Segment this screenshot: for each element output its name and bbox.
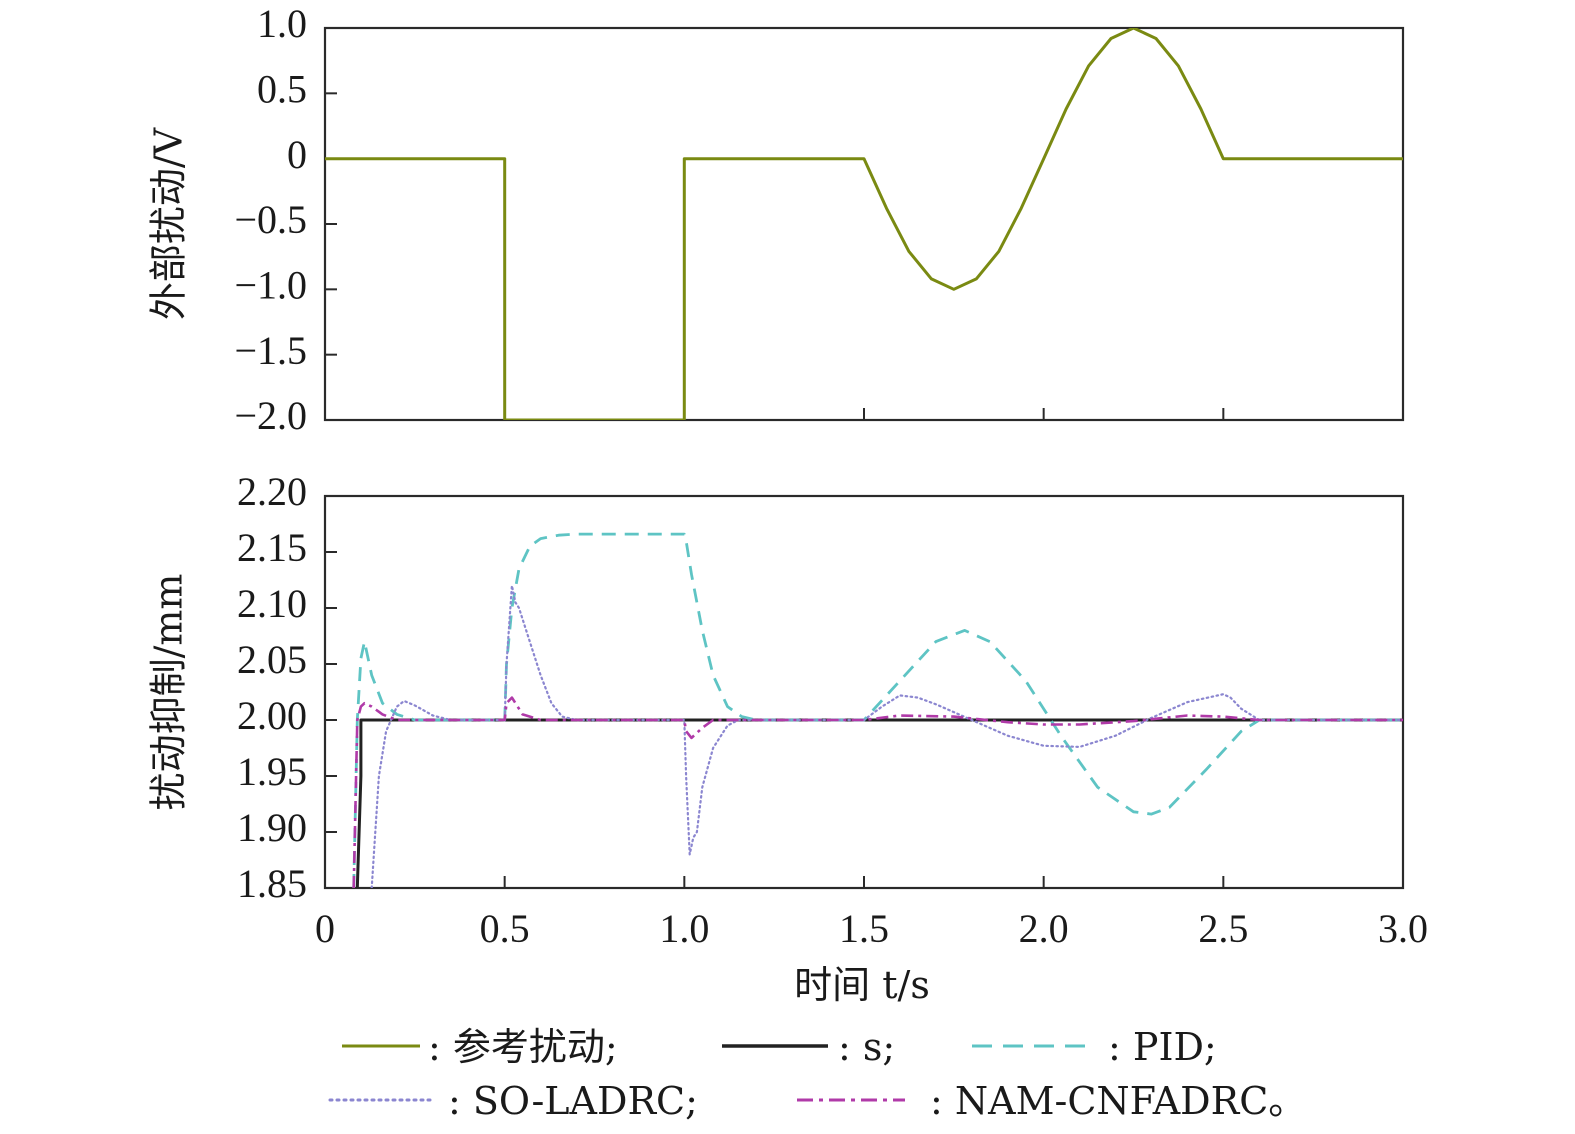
y-tick-label: −1.0 xyxy=(234,263,307,308)
bottom-y-ticks: 2.20 2.15 2.10 2.05 2.00 1.95 1.90 1.85 xyxy=(237,469,337,906)
legend-label-s: : s; xyxy=(838,1025,895,1069)
y-tick-label: 2.10 xyxy=(237,581,307,626)
y-tick-label: 0.5 xyxy=(257,67,307,112)
y-tick-label: −1.5 xyxy=(234,328,307,373)
bottom-series-layer xyxy=(352,532,1403,888)
series--disturbance xyxy=(325,28,1403,420)
series-nam-cnfadrc-line xyxy=(352,696,1403,888)
x-tick-label: 1.0 xyxy=(659,906,709,951)
x-tick-label: 3.0 xyxy=(1378,906,1428,951)
y-tick-label: 1.90 xyxy=(237,805,307,850)
top-plot-frame xyxy=(323,26,1405,422)
bottom-y-axis-title: 扰动抑制/mm xyxy=(147,574,191,811)
y-tick-label: 1.95 xyxy=(237,749,307,794)
top-y-ticks: 1.0 0.5 0 −0.5 −1.0 −1.5 −2.0 xyxy=(234,1,337,438)
y-tick-label: 1.85 xyxy=(237,861,307,906)
legend-label-so-ladrc: : SO-LADRC; xyxy=(448,1079,698,1123)
legend-label-pid: : PID; xyxy=(1108,1025,1217,1069)
x-tick-label: 0.5 xyxy=(480,906,530,951)
y-tick-label: 2.20 xyxy=(237,469,307,514)
y-tick-label: 2.15 xyxy=(237,525,307,570)
y-tick-label: 0 xyxy=(287,132,307,177)
legend-label-reference: : 参考扰动; xyxy=(428,1025,618,1069)
y-tick-label: −2.0 xyxy=(234,393,307,438)
bottom-panel: 2.20 2.15 2.10 2.05 2.00 1.95 1.90 1.85 0 0.5 1.0… xyxy=(147,469,1429,1007)
y-tick-label: 2.00 xyxy=(237,693,307,738)
x-tick-label: 1.5 xyxy=(839,906,889,951)
series-pid-line xyxy=(352,532,1403,888)
legend-label-nam-cnfadrc: : NAM-CNFADRC。 xyxy=(930,1079,1306,1123)
top-x-ticks xyxy=(324,408,1404,420)
bottom-plot-frame xyxy=(323,494,1405,890)
y-tick-label: 1.0 xyxy=(257,1,307,46)
x-tick-label: 2.0 xyxy=(1019,906,1069,951)
series-so-ladrc-line xyxy=(370,584,1403,888)
x-tick-label: 0 xyxy=(315,906,335,951)
top-panel: 1.0 0.5 0 −0.5 −1.0 −1.5 −2.0 外部扰动/V xyxy=(147,1,1405,438)
y-tick-label: 2.05 xyxy=(237,637,307,682)
x-axis-title: 时间 t/s xyxy=(794,963,930,1007)
legend: : 参考扰动; : s; : PID; : SO-LADRC; : NAM-CN… xyxy=(328,1025,1306,1123)
x-tick-label: 2.5 xyxy=(1198,906,1248,951)
series-s-line xyxy=(355,718,1403,888)
top-series-layer xyxy=(325,28,1403,420)
top-y-axis-title: 外部扰动/V xyxy=(147,127,191,320)
y-tick-label: −0.5 xyxy=(234,197,307,242)
bottom-x-ticks: 0 0.5 1.0 1.5 2.0 2.5 3.0 xyxy=(315,876,1428,951)
